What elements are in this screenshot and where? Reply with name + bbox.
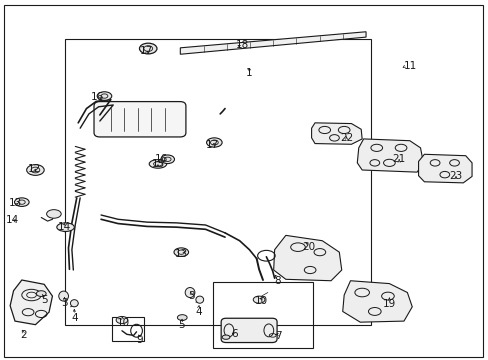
Text: 13: 13 [174, 249, 187, 259]
Text: 13: 13 [8, 198, 21, 208]
FancyBboxPatch shape [94, 102, 185, 137]
Text: 2: 2 [20, 330, 26, 341]
Text: 10: 10 [116, 318, 129, 328]
Ellipse shape [97, 92, 112, 100]
FancyBboxPatch shape [221, 318, 277, 342]
Ellipse shape [36, 291, 46, 296]
Ellipse shape [57, 223, 74, 231]
Text: 15: 15 [151, 159, 164, 169]
Bar [212, 282, 312, 348]
Text: 3: 3 [61, 298, 68, 308]
Text: 4: 4 [195, 307, 201, 317]
Text: 17: 17 [140, 46, 153, 56]
Ellipse shape [70, 300, 78, 307]
Ellipse shape [174, 248, 188, 256]
Bar [112, 317, 143, 342]
Polygon shape [10, 280, 52, 325]
Text: 11: 11 [403, 62, 416, 71]
Text: 9: 9 [136, 335, 143, 345]
Text: 21: 21 [392, 154, 405, 164]
Ellipse shape [206, 138, 222, 147]
Text: 4: 4 [71, 312, 78, 323]
Polygon shape [418, 154, 471, 183]
Ellipse shape [15, 198, 29, 206]
Text: 18: 18 [235, 40, 248, 50]
Text: 14: 14 [58, 222, 71, 232]
Text: 22: 22 [339, 133, 352, 143]
Text: 5: 5 [41, 295, 47, 305]
Ellipse shape [116, 316, 127, 324]
Polygon shape [273, 235, 341, 281]
Text: 12: 12 [28, 164, 41, 174]
Ellipse shape [253, 296, 264, 303]
Text: 20: 20 [302, 242, 315, 252]
Text: 23: 23 [448, 171, 462, 181]
Text: 1: 1 [245, 68, 252, 78]
Text: 7: 7 [275, 332, 281, 342]
Text: 3: 3 [187, 291, 194, 301]
Polygon shape [342, 281, 411, 322]
Ellipse shape [59, 291, 68, 301]
Ellipse shape [139, 43, 157, 54]
Ellipse shape [149, 159, 166, 168]
Text: 5: 5 [178, 320, 184, 330]
Ellipse shape [161, 155, 174, 163]
Polygon shape [180, 32, 366, 54]
Bar [64, 39, 370, 325]
Text: 16: 16 [91, 92, 104, 102]
Text: 19: 19 [382, 299, 395, 309]
Ellipse shape [46, 210, 61, 218]
Polygon shape [311, 123, 362, 144]
Ellipse shape [196, 296, 203, 303]
Ellipse shape [177, 315, 187, 320]
Ellipse shape [185, 288, 195, 297]
Ellipse shape [222, 335, 229, 339]
Text: 16: 16 [155, 154, 168, 164]
Ellipse shape [27, 165, 44, 175]
Polygon shape [357, 139, 423, 172]
Text: 14: 14 [5, 215, 19, 225]
Text: 17: 17 [206, 140, 219, 150]
Text: 6: 6 [231, 329, 238, 339]
Text: 8: 8 [274, 276, 280, 286]
Text: 10: 10 [254, 296, 267, 306]
